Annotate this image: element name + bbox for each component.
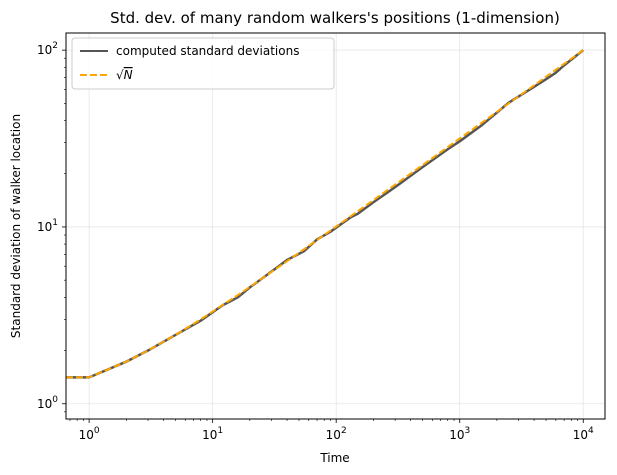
legend-label-sqrt-n: √N [116,68,133,82]
y-tick-label: 102 [37,41,58,57]
plot-frame [65,32,606,420]
chart-title: Std. dev. of many random walkers's posit… [110,9,560,27]
plot-series [66,49,585,379]
legend: computed standard deviations √N [71,37,335,90]
legend-box [71,37,335,90]
x-tick-label: 101 [202,426,223,442]
y-tick-label: 101 [37,218,58,234]
x-tick-label: 100 [79,426,100,442]
y-axis-label: Standard deviation of walker location [9,114,23,338]
axis-ticks: 100 101 102 103 104 100 101 102 [37,41,594,442]
series-line-computed-std [66,49,585,379]
y-tick-label: 100 [37,395,58,411]
x-tick-label: 103 [449,426,470,442]
x-axis-label: Time [319,451,349,465]
legend-label-computed: computed standard deviations [116,44,299,58]
x-tick-label: 102 [326,426,347,442]
series-line-sqrt-n [66,49,584,379]
x-tick-label: 104 [573,426,594,442]
